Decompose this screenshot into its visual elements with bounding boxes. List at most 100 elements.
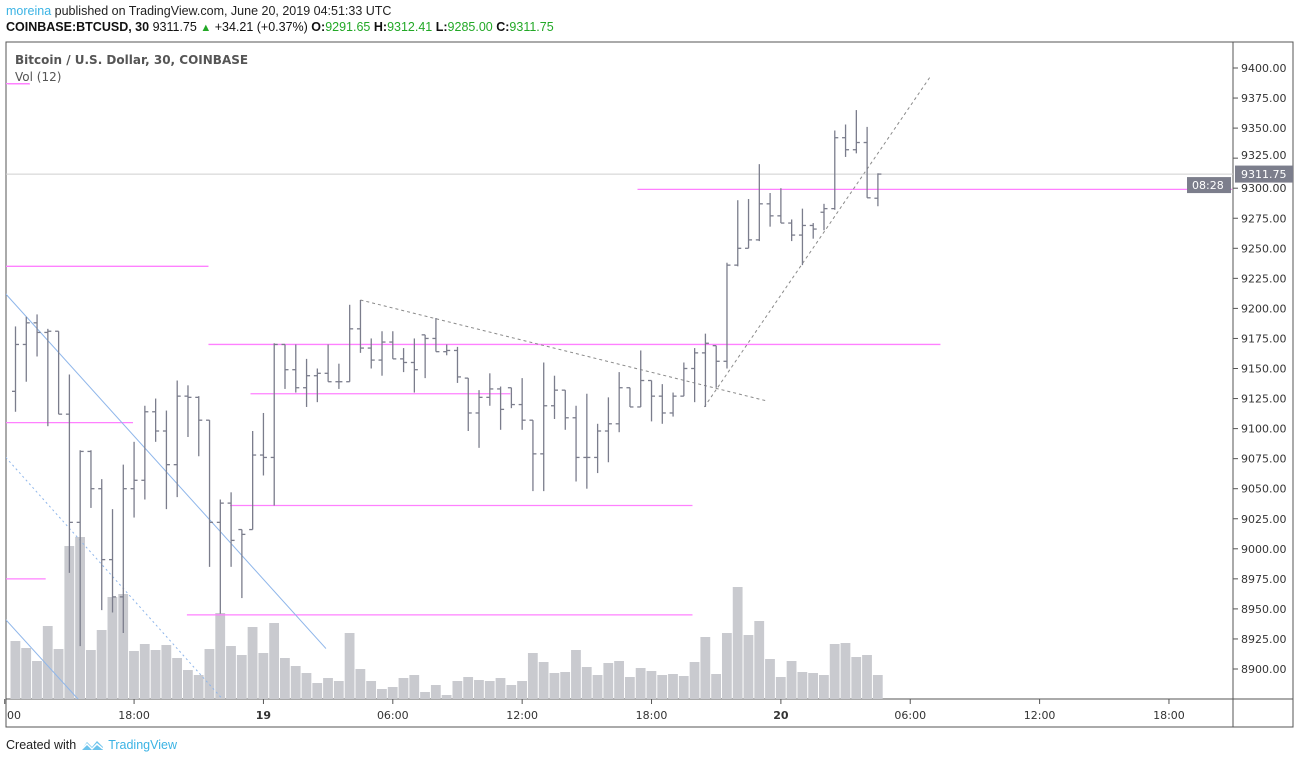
last-price-badge: 9311.75 xyxy=(1235,165,1293,183)
bar-countdown: 08:28 xyxy=(1192,179,1224,192)
last-price-box xyxy=(1235,165,1293,183)
volume-bar xyxy=(614,661,624,699)
ohlc-bar xyxy=(669,392,677,417)
volume-bar xyxy=(571,650,581,699)
time-tick-label: 18:00 xyxy=(1153,709,1185,722)
price-tick-label: 9400.00 xyxy=(1241,62,1287,75)
volume-bar xyxy=(226,646,236,699)
ohlc-bar xyxy=(55,330,63,415)
ohlc-bar xyxy=(518,378,526,430)
ohlc-bar xyxy=(324,344,332,383)
volume-bar xyxy=(182,670,193,699)
ohlc-bar xyxy=(583,393,591,489)
ohlc-bar xyxy=(303,358,311,407)
price-tick-label: 9275.00 xyxy=(1241,212,1287,225)
price-axis[interactable]: 9400.00 9375.00 9350.00 9325.00 9300.00 9275.… xyxy=(1233,62,1287,676)
price-tick-label: 9350.00 xyxy=(1241,122,1287,135)
ohlc-bar xyxy=(529,419,537,492)
time-tick-label: 19 xyxy=(256,709,271,722)
price-tick-label: 9250.00 xyxy=(1241,242,1287,255)
symbol-info-bar: COINBASE:BTCUSD, 30 9311.75 ▲ +34.21 (+0… xyxy=(6,20,554,34)
ohlc-bar xyxy=(701,333,709,407)
created-with-text: Created with xyxy=(6,738,77,752)
volume-bar xyxy=(603,663,614,699)
ohlc-bar xyxy=(270,343,278,506)
price-tick-label: 9150.00 xyxy=(1241,363,1287,376)
volume-bar xyxy=(840,643,851,699)
volume-bar xyxy=(409,675,420,699)
price-change: +34.21 (+0.37%) xyxy=(214,20,308,34)
volume-bar xyxy=(775,677,786,699)
volume-bar xyxy=(851,657,862,699)
trend-line[interactable] xyxy=(6,619,79,701)
volume-bar xyxy=(333,681,344,699)
ohlc-bar xyxy=(809,223,817,239)
volume-bar xyxy=(258,653,269,699)
time-tick-label: 00 xyxy=(7,709,21,722)
volume-bar xyxy=(560,672,571,699)
low-label: L: xyxy=(435,20,448,34)
ohlc-bar xyxy=(788,219,796,242)
price-tick-label: 9000.00 xyxy=(1241,543,1287,556)
ohlc-bar xyxy=(356,299,364,353)
volume-bar xyxy=(743,635,754,699)
publish-text: published on TradingView.com, June 20, 2… xyxy=(54,4,392,18)
publish-info: moreina published on TradingView.com, Ju… xyxy=(6,4,391,18)
open-label: O: xyxy=(311,20,326,34)
bar-countdown-badge: 08:28 xyxy=(1187,177,1231,194)
up-arrow-icon: ▲ xyxy=(200,22,212,34)
time-tick-label: 18:00 xyxy=(636,709,668,722)
ohlc-bar xyxy=(540,362,548,492)
ohlc-bar xyxy=(238,528,246,599)
volume-bar xyxy=(765,659,775,699)
bar-countdown-box xyxy=(1187,177,1231,194)
ohlc-bar xyxy=(831,130,839,210)
volume-bar xyxy=(204,649,215,699)
volume-bar xyxy=(646,671,657,699)
footer: Created with TradingView xyxy=(6,738,177,752)
ohlc-bar xyxy=(173,380,181,498)
drawings[interactable] xyxy=(6,77,1232,701)
time-axis[interactable]: 00 18:00 19 06:00 12:00 18:00 20 06:00 12:00 18:0… xyxy=(4,699,1185,722)
ohlc-bar xyxy=(206,419,214,567)
tradingview-logo-icon[interactable] xyxy=(80,738,104,752)
volume-legend[interactable]: Vol (12) xyxy=(15,70,61,84)
volume-bar xyxy=(635,668,646,699)
tradingview-link[interactable]: TradingView xyxy=(108,738,177,752)
price-tick-label: 9075.00 xyxy=(1241,453,1287,466)
price-tick-label: 9175.00 xyxy=(1241,332,1287,345)
series-legend[interactable]: Bitcoin / U.S. Dollar, 30, COINBASE xyxy=(15,53,248,67)
ohlc-bar xyxy=(410,338,418,393)
price-tick-label: 9225.00 xyxy=(1241,272,1287,285)
author-link[interactable]: moreina xyxy=(6,4,52,18)
ohlc-bar xyxy=(367,338,375,369)
volume-bar xyxy=(678,676,689,699)
price-tick-label: 9050.00 xyxy=(1241,483,1287,496)
time-tick-label: 12:00 xyxy=(1024,709,1056,722)
volume-bar xyxy=(247,627,258,699)
ohlc-bar xyxy=(551,375,558,419)
ohlc-bar xyxy=(195,396,203,457)
ohlc-bar xyxy=(561,389,569,430)
volume-bar xyxy=(118,594,129,699)
price-tick-label: 9325.00 xyxy=(1241,149,1287,162)
ohlc-bar xyxy=(777,188,785,224)
ohlc-bar xyxy=(346,304,354,383)
ohlc-bar xyxy=(863,126,871,199)
ohlc-bar xyxy=(400,348,408,373)
ohlc-bar xyxy=(378,331,386,376)
trend-line[interactable] xyxy=(703,77,931,408)
ohlc-bar xyxy=(216,499,224,614)
time-tick-label: 18:00 xyxy=(118,709,150,722)
trend-line[interactable] xyxy=(360,299,767,402)
volume-bar xyxy=(495,678,506,699)
ohlc-series xyxy=(12,110,882,647)
volume-series xyxy=(10,537,883,699)
ohlc-bar xyxy=(335,363,343,389)
volume-bar xyxy=(430,685,441,699)
volume-bar xyxy=(139,644,150,699)
ohlc-bar xyxy=(443,344,451,356)
trend-line[interactable] xyxy=(6,457,222,699)
ohlc-bar xyxy=(184,385,192,438)
